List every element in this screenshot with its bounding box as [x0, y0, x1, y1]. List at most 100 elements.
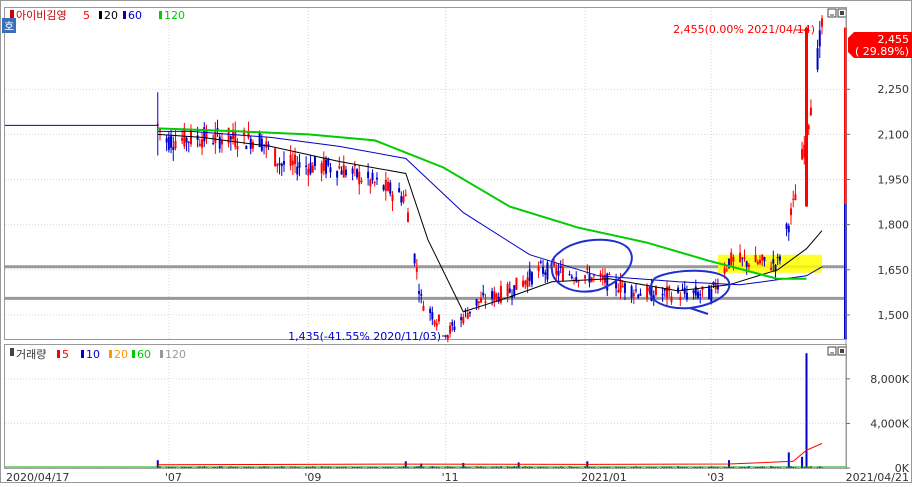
- candle-body: [496, 293, 498, 298]
- candle-body: [403, 196, 405, 202]
- candle-body: [236, 146, 238, 149]
- candle-body: [593, 275, 595, 276]
- legend-vol5-label: 5: [62, 348, 69, 361]
- candle-body: [792, 199, 794, 200]
- candle-body: [810, 108, 812, 116]
- stock-name: 아이비김영: [16, 9, 67, 22]
- candle-body: [383, 185, 385, 190]
- candle-body: [329, 167, 331, 172]
- candle-body: [188, 142, 190, 143]
- volume-bar: [190, 467, 192, 468]
- price-panel-minimize-button[interactable]: [828, 9, 836, 17]
- legend-ma120-marker: [159, 11, 162, 19]
- candle-body: [438, 315, 440, 322]
- candle-body: [491, 291, 493, 299]
- candle-body: [805, 28, 808, 207]
- candle-body: [265, 141, 267, 147]
- candle-body: [234, 132, 236, 147]
- candle-body: [343, 165, 345, 178]
- candle-body: [538, 267, 540, 272]
- legend-vol20-marker: [109, 350, 112, 358]
- candle-body: [555, 268, 557, 274]
- max-price-annotation: 2,455(0.00% 2021/04/14): [673, 23, 815, 36]
- candle-body: [562, 268, 564, 281]
- candle-body: [540, 261, 542, 262]
- candle-body: [546, 263, 548, 280]
- candle-body: [467, 313, 469, 319]
- candle-body: [531, 272, 533, 284]
- legend-ma20-label: 20: [104, 9, 118, 22]
- candle-body: [801, 149, 803, 159]
- candle-body: [631, 286, 633, 297]
- candle-body: [453, 327, 455, 330]
- candle-body: [480, 298, 482, 303]
- candle-body: [819, 30, 821, 46]
- candle-body: [385, 180, 387, 191]
- candle-body: [821, 18, 823, 26]
- candle-body: [298, 162, 300, 168]
- candle-body: [431, 312, 433, 319]
- candle-body: [493, 291, 495, 302]
- candle-body: [416, 268, 418, 272]
- candle-body: [739, 253, 741, 262]
- candle-body: [407, 212, 409, 222]
- candle-body: [429, 309, 431, 313]
- candle-body: [418, 291, 420, 294]
- candle-body: [772, 259, 774, 263]
- candle-body: [219, 137, 221, 149]
- volume-bar: [299, 467, 301, 468]
- volume-panel-frame: [5, 345, 847, 469]
- candle-body: [374, 182, 376, 183]
- volume-bar: [556, 467, 558, 468]
- legend-vol120-label: 120: [165, 348, 186, 361]
- candle-body: [635, 290, 637, 291]
- date-tick-label: '11: [442, 471, 459, 483]
- price-tick-label: 2,250: [878, 83, 910, 96]
- volume-panel-maximize-button[interactable]: [838, 347, 846, 355]
- legend-vol5-marker: [57, 350, 60, 358]
- candle-body: [527, 278, 529, 287]
- candle-body: [746, 261, 748, 266]
- candle-body: [571, 276, 573, 278]
- legend-marker-icon: [10, 348, 14, 356]
- candle-body: [589, 274, 591, 283]
- candle-body: [449, 326, 451, 334]
- candle-body: [515, 278, 517, 290]
- candle-body: [296, 167, 298, 175]
- candle-body: [314, 156, 316, 166]
- candle-body: [633, 293, 635, 296]
- volume-panel-minimize-button[interactable]: [828, 347, 836, 355]
- candle-body: [553, 263, 555, 266]
- price-tick-label: 1,650: [878, 264, 910, 277]
- candle-body: [529, 269, 531, 280]
- candle-body: [420, 294, 422, 296]
- candle-body: [389, 183, 391, 194]
- candle-body: [726, 269, 728, 270]
- end-date-label: 2021/04/21: [846, 471, 909, 483]
- candle-body: [341, 171, 343, 175]
- candle-body: [422, 306, 424, 311]
- candle-body: [803, 145, 805, 158]
- candle-body: [292, 161, 294, 165]
- candle-body: [724, 268, 726, 273]
- candle-body: [391, 195, 393, 201]
- date-tick-label: 2021/01: [581, 471, 627, 483]
- mode-badge[interactable]: 호: [2, 18, 16, 33]
- candle-body: [697, 292, 699, 298]
- candle-body: [307, 169, 309, 176]
- candle-body: [336, 171, 338, 178]
- date-tick-label: '09: [304, 471, 321, 483]
- candle-body: [730, 253, 732, 266]
- candle-body: [677, 288, 679, 293]
- candle-body: [252, 142, 254, 149]
- candle-body: [283, 161, 285, 165]
- candle-body: [620, 280, 622, 293]
- candle-body: [507, 284, 509, 296]
- candle-body: [201, 139, 203, 147]
- volume-title: 거래량: [16, 348, 46, 361]
- legend-vol60-label: 60: [137, 348, 151, 361]
- candle-body: [748, 265, 750, 267]
- candle-body: [469, 312, 471, 314]
- price-panel-maximize-button[interactable]: [838, 9, 846, 17]
- volume-tick-label: 8,000K: [870, 373, 909, 386]
